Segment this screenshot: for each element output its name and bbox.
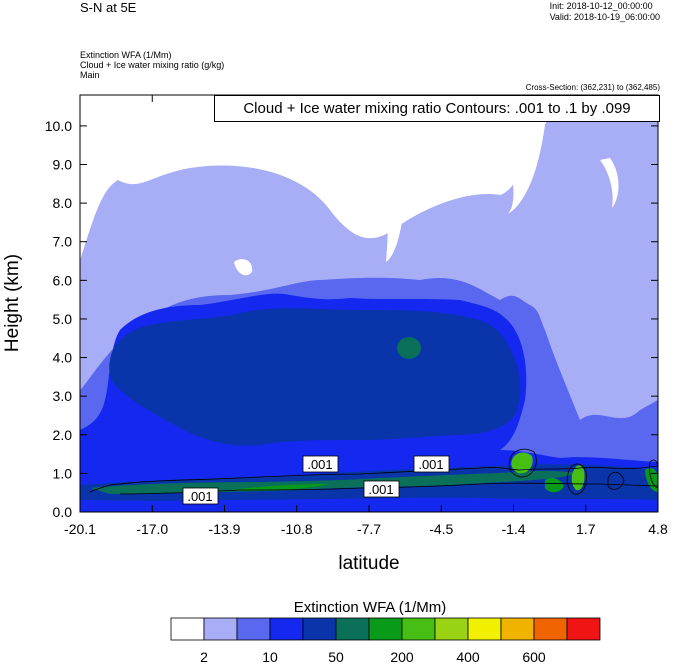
contour-info-box: Cloud + Ice water mixing ratio Contours:…	[214, 95, 660, 122]
contour-label-box	[302, 455, 339, 473]
x-tick-label: -7.7	[357, 521, 381, 537]
y-tick-label: 2.0	[53, 427, 73, 443]
contour-label: .001	[368, 482, 393, 497]
colorbar-label: 10	[262, 649, 278, 665]
colorbar-swatch	[203, 617, 238, 641]
plot-area: .001 .001 .001 .001	[80, 95, 658, 512]
contour-label-box	[363, 480, 400, 498]
y-tick-label: 8.0	[53, 195, 73, 211]
x-tick-label: -4.5	[429, 521, 453, 537]
y-tick-label: 0.0	[53, 504, 73, 520]
colorbar: 2 10 50 200 400 600	[170, 617, 601, 665]
colorbar-label: 50	[328, 649, 344, 665]
contour-label: .001	[307, 457, 332, 472]
colorbar-swatch	[170, 617, 205, 641]
contour-label-box	[182, 487, 219, 505]
colorbar-swatch	[302, 617, 337, 641]
init-valid-times: Init: 2018-10-12_00:00:00 Valid: 2018-10…	[550, 1, 660, 23]
colorbar-swatch	[368, 617, 403, 641]
x-tick-label: -10.8	[281, 521, 313, 537]
x-tick-label: 4.8	[648, 521, 668, 537]
x-tick-label: -17.0	[136, 521, 168, 537]
init-time: Init: 2018-10-12_00:00:00	[549, 1, 653, 11]
y-tick-label: 7.0	[53, 234, 73, 250]
field-green-blob-1	[511, 452, 533, 474]
field-green-streak	[230, 484, 330, 491]
valid-time: Valid: 2018-10-19_06:00:00	[549, 12, 660, 22]
contour-label: .001	[187, 489, 212, 504]
y-tick-label: 5.0	[53, 311, 73, 327]
field-info: Extinction WFA (1/Mm) Cloud + Ice water …	[80, 50, 224, 80]
y-tick-label: 1.0	[53, 465, 73, 481]
colorbar-label: 200	[390, 649, 414, 665]
contour-ring-4	[649, 459, 658, 489]
field-green-blob-3	[545, 478, 564, 493]
cross-section-label: Cross-Section: (362,231) to (362,485)	[525, 83, 660, 92]
contour-ring-2	[566, 463, 587, 495]
page-title: S-N at 5E	[80, 0, 137, 15]
colorbar-label: 2	[200, 649, 208, 665]
white-gap-2	[500, 120, 545, 214]
colorbar-swatch	[467, 617, 502, 641]
x-axis-label: latitude	[338, 553, 399, 574]
y-tick-label: 4.0	[53, 350, 73, 366]
colorbar-swatch	[533, 617, 568, 641]
white-gap-1	[375, 120, 450, 262]
colorbar-title: Extinction WFA (1/Mm)	[294, 599, 447, 616]
colorbar-swatch	[236, 617, 271, 641]
contour-ring-1	[508, 448, 537, 478]
y-tick-label: 3.0	[53, 388, 73, 404]
colorbar-swatch	[500, 617, 535, 641]
contour-ring-3	[607, 471, 625, 490]
white-gap-4	[600, 158, 619, 208]
x-tick-label: -13.9	[209, 521, 241, 537]
field-line-3: Main	[80, 70, 100, 80]
colorbar-swatch	[269, 617, 304, 641]
colorbar-label: 400	[456, 649, 480, 665]
field-line-2: Cloud + Ice water mixing ratio (g/kg)	[80, 60, 225, 70]
x-tick-label: 1.7	[576, 521, 596, 537]
white-gap-3	[234, 259, 253, 276]
colorbar-label: 600	[522, 649, 546, 665]
colorbar-swatch	[434, 617, 469, 641]
field-green-dot	[397, 337, 421, 359]
contour-label: .001	[418, 457, 443, 472]
colorbar-swatch	[401, 617, 436, 641]
contour-labels: .001 .001 .001 .001	[182, 455, 450, 505]
y-tick-label: 10.0	[45, 118, 72, 134]
contour-label-box	[413, 455, 450, 473]
axis-ticks: -20.1 -17.0 -13.9 -10.8 -7.7 -4.5 -1.4 1.7 4.8 0.…	[45, 95, 668, 537]
y-axis-label: Height (km)	[2, 254, 23, 352]
colorbar-swatch	[566, 617, 601, 641]
y-tick-label: 9.0	[53, 157, 73, 173]
field-line-1: Extinction WFA (1/Mm)	[80, 50, 172, 60]
x-tick-label: -20.1	[64, 521, 96, 537]
colorbar-swatch	[335, 617, 370, 641]
y-tick-label: 6.0	[53, 272, 73, 288]
x-tick-label: -1.4	[501, 521, 525, 537]
